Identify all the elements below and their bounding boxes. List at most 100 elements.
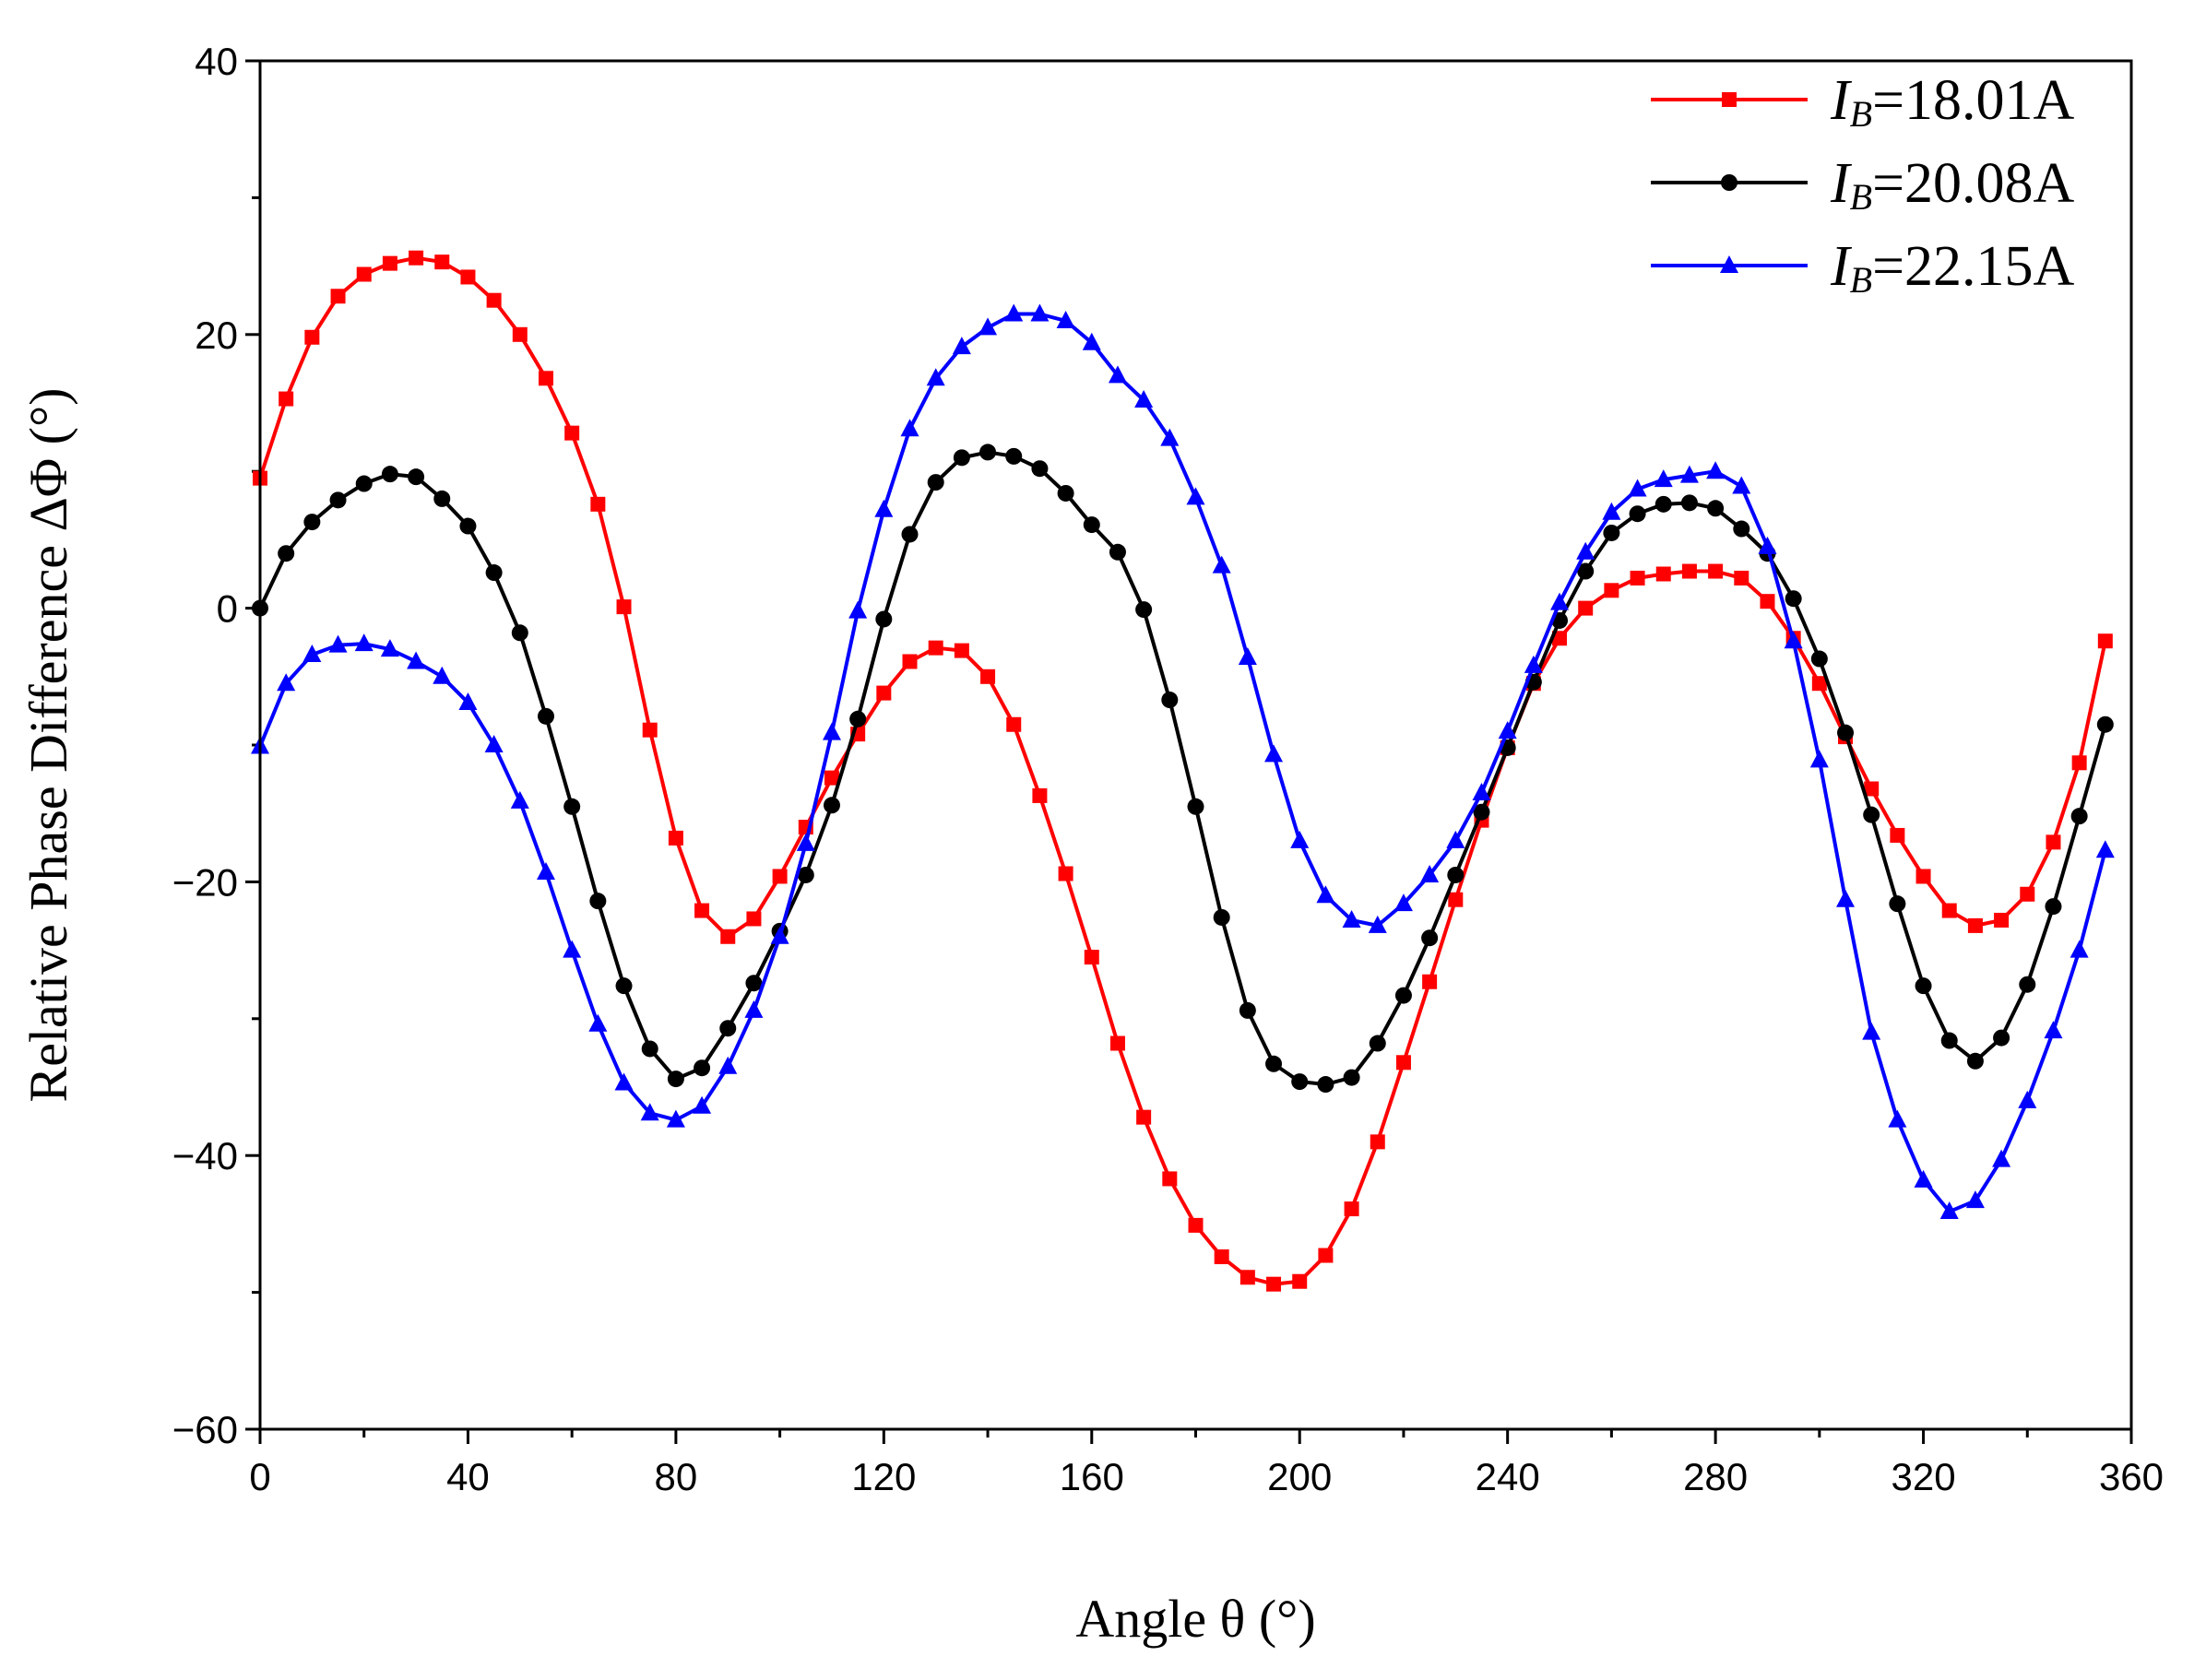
data-point (1604, 583, 1619, 598)
y-tick-label: 40 (195, 40, 238, 83)
x-tick-label: 40 (446, 1455, 490, 1498)
x-tick-label: 200 (1267, 1455, 1332, 1498)
data-point (1368, 915, 1387, 933)
data-point (278, 545, 295, 562)
data-point (1292, 1273, 1308, 1289)
data-point (1394, 987, 1412, 1004)
data-point (1214, 1249, 1229, 1265)
data-point (1239, 1001, 1256, 1019)
data-point (770, 926, 789, 944)
data-point (1290, 830, 1310, 848)
data-point (1680, 494, 1698, 512)
data-point (2018, 1090, 2037, 1108)
data-point (2046, 834, 2061, 850)
data-point (1915, 977, 1932, 995)
data-point (1577, 562, 1595, 580)
data-point (640, 1103, 659, 1121)
data-point (928, 640, 943, 656)
data-point (1420, 864, 1440, 882)
data-point (563, 798, 581, 815)
data-point (1915, 869, 1931, 884)
data-point (2045, 898, 2062, 916)
x-tick-label: 80 (655, 1455, 698, 1498)
data-point (1524, 655, 1543, 673)
data-point (1056, 310, 1075, 328)
data-point (590, 496, 606, 512)
data-point (1576, 541, 1595, 560)
data-point (823, 797, 840, 814)
data-point (1266, 1276, 1282, 1292)
data-point (848, 600, 868, 619)
data-point (1109, 543, 1126, 561)
data-point (1448, 892, 1464, 907)
data-point (512, 326, 528, 342)
data-point (434, 254, 450, 270)
data-point (1291, 1073, 1309, 1091)
data-point (564, 425, 580, 441)
data-point (1630, 570, 1645, 586)
data-point (433, 490, 451, 507)
data-point (1395, 1055, 1411, 1071)
data-point (1681, 563, 1697, 579)
data-point (537, 707, 554, 725)
data-point (667, 1071, 684, 1088)
data-point (2019, 976, 2036, 993)
data-point (693, 1095, 712, 1114)
data-point (1941, 903, 1957, 918)
data-point (641, 1040, 658, 1058)
data-point (694, 1059, 711, 1077)
data-point (1758, 536, 1777, 554)
legend-item: IB=20.08A (1651, 152, 2075, 218)
data-point (589, 893, 607, 910)
data-point (1498, 721, 1517, 739)
series-3 (251, 303, 2115, 1220)
data-point (1136, 1109, 1152, 1125)
data-point (980, 668, 996, 684)
data-point (1890, 827, 1905, 843)
data-point (1083, 516, 1100, 534)
x-axis-title: Angle θ (°) (1075, 1589, 1315, 1649)
data-point (1239, 1270, 1255, 1285)
data-point (720, 929, 736, 944)
data-point (1837, 724, 1855, 741)
data-point (1967, 917, 1983, 933)
data-point (1836, 889, 1856, 907)
legend-label-subscript: B (1850, 93, 1872, 135)
data-point (952, 337, 971, 355)
data-point (1446, 830, 1465, 848)
data-point (1058, 866, 1073, 881)
data-point (746, 911, 762, 927)
series-layer (251, 250, 2115, 1292)
data-point (1965, 1190, 1985, 1209)
data-point (1863, 806, 1880, 823)
data-point (1187, 798, 1204, 815)
data-point (1707, 500, 1725, 517)
data-point (902, 654, 918, 669)
data-point (1108, 365, 1127, 384)
x-tick-label: 360 (2099, 1455, 2164, 1498)
data-point (1030, 303, 1050, 322)
data-point (1370, 1134, 1385, 1150)
data-point (1862, 1022, 1881, 1040)
data-point (2070, 808, 2088, 825)
data-point (279, 391, 294, 407)
data-point (901, 526, 919, 543)
data-point (2071, 755, 2087, 771)
data-point (1679, 465, 1699, 483)
data-point (304, 329, 320, 345)
data-point (1188, 1217, 1204, 1233)
data-point (409, 250, 424, 266)
data-point (485, 564, 503, 582)
data-point (277, 673, 296, 692)
data-point (614, 1072, 634, 1091)
data-point (484, 735, 504, 752)
data-point (1654, 469, 1673, 488)
data-point (1578, 600, 1594, 616)
legend-label-symbol: I (1830, 235, 1853, 298)
data-point (772, 869, 788, 884)
data-point (1238, 647, 1257, 666)
data-point (1135, 601, 1153, 619)
data-point (381, 466, 398, 483)
data-point (1784, 631, 1803, 649)
